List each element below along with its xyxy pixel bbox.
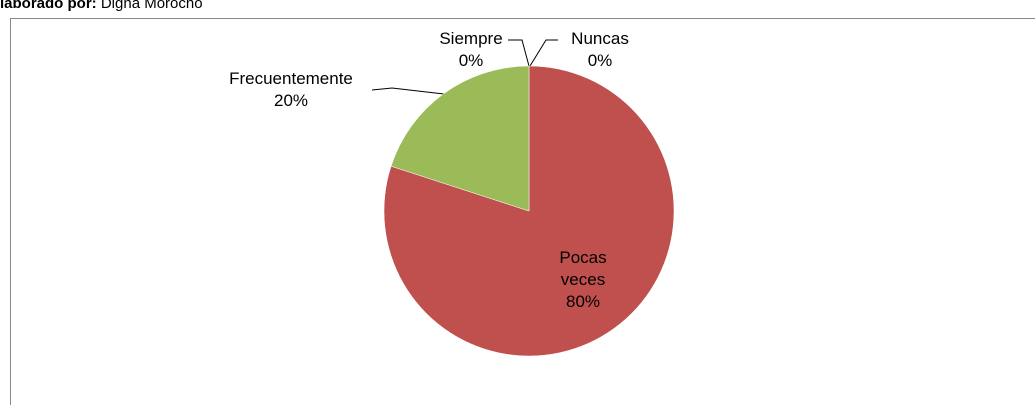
header: laborado por: Digna Morocho xyxy=(0,0,203,12)
chart-frame xyxy=(10,18,1035,405)
slice-label: Pocas veces xyxy=(559,248,607,289)
leader-line xyxy=(508,39,530,67)
slice-value: 0% xyxy=(587,51,613,70)
slice-value: 80% xyxy=(565,292,601,311)
leader-line xyxy=(371,87,445,95)
slice-label: Frecuentemente xyxy=(229,69,353,88)
slice-label: Nuncas xyxy=(571,29,629,48)
slice-label: Siempre xyxy=(439,29,503,48)
pie-slice xyxy=(390,65,530,212)
header-bold: laborado por: xyxy=(0,0,97,12)
slice-value: 0% xyxy=(458,51,484,70)
slice-value: 20% xyxy=(273,91,309,110)
header-text: Digna Morocho xyxy=(100,0,203,12)
leader-line xyxy=(529,39,558,67)
